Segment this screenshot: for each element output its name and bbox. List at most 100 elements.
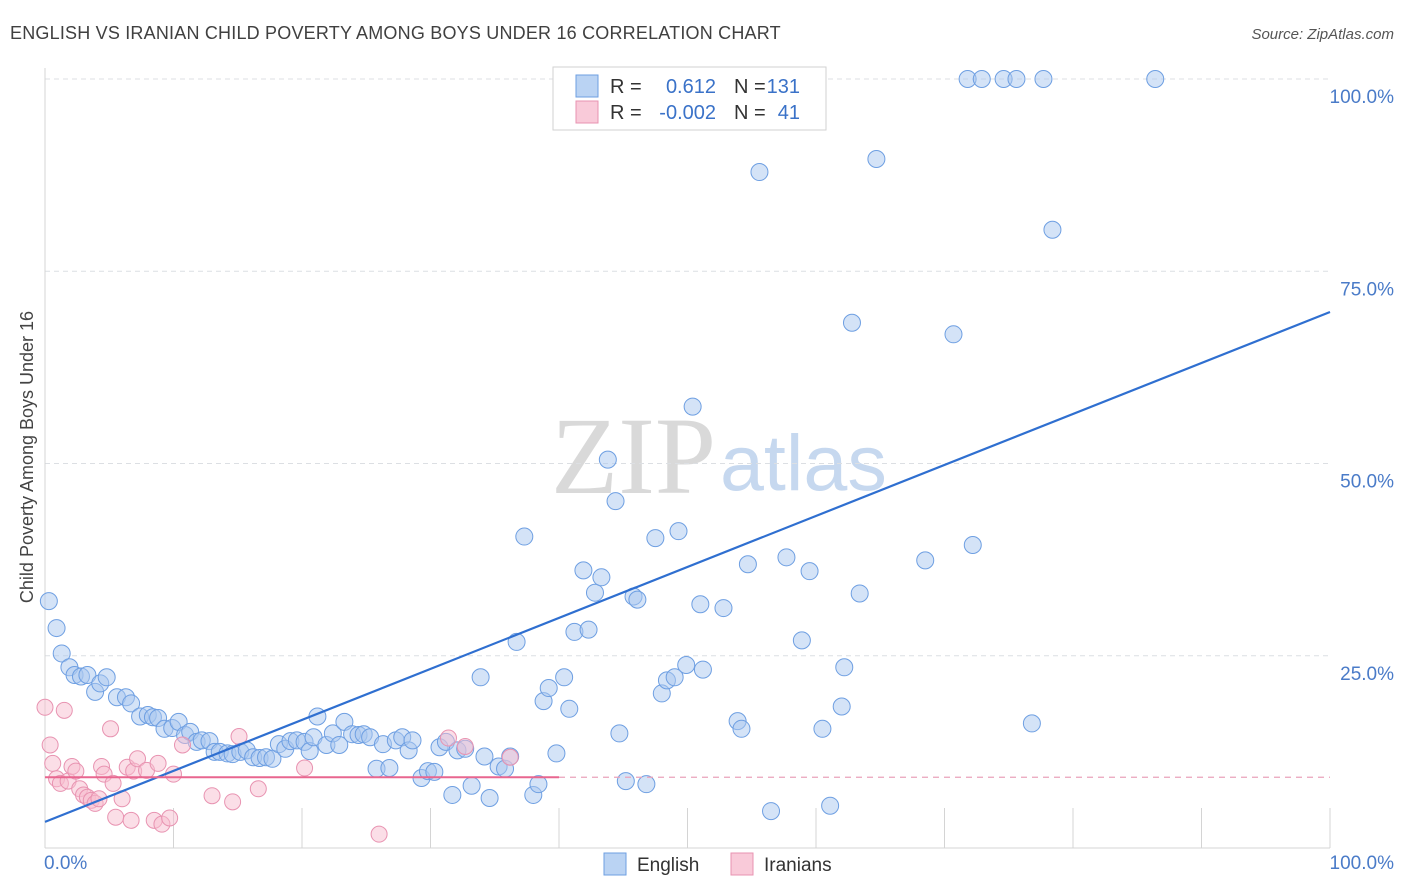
english-point — [850, 584, 869, 603]
english-r-label: R = — [610, 76, 642, 98]
watermark: ZIP atlas — [551, 395, 887, 517]
english-point — [867, 149, 886, 168]
english-point — [606, 492, 625, 511]
iranians-point — [249, 780, 267, 798]
english-point — [1146, 70, 1165, 88]
x-tick-label: 100.0% — [1330, 853, 1395, 874]
english-point — [628, 590, 647, 609]
stats-legend: R = 0.612 N = 131 R = -0.002 N = 41 — [552, 66, 827, 131]
english-point — [480, 789, 499, 808]
iranians-point — [102, 720, 120, 738]
english-point — [691, 595, 710, 614]
iranians-r-label: R = — [610, 102, 642, 124]
english-point — [944, 325, 963, 344]
english-points — [39, 70, 1165, 821]
english-point — [529, 775, 548, 794]
english-point — [616, 772, 635, 791]
english-point — [579, 620, 598, 639]
iranians-point — [501, 748, 519, 766]
iranians-point — [370, 825, 388, 843]
english-point — [330, 735, 349, 754]
y-tick-label: 75.0% — [1340, 279, 1394, 300]
english-point — [762, 802, 781, 821]
iranians-point — [173, 736, 191, 754]
watermark-zip: ZIP — [551, 395, 716, 517]
english-point — [97, 668, 116, 687]
english-n-value: 131 — [767, 76, 800, 98]
english-stats-swatch — [575, 74, 599, 98]
english-point — [646, 529, 665, 548]
english-point — [669, 522, 688, 541]
english-point — [750, 163, 769, 182]
iranians-n-label: N = — [734, 102, 766, 124]
iranians-point — [203, 787, 221, 805]
english-r-value: 0.612 — [666, 76, 716, 98]
iranians-point — [149, 754, 167, 772]
y-tick-label: 50.0% — [1340, 472, 1394, 493]
iranians-point — [224, 793, 242, 811]
english-trend-line — [44, 310, 1331, 823]
english-point — [677, 655, 696, 674]
english-point — [555, 668, 574, 687]
y-tick-labels: 100.0% 75.0% 50.0% 25.0% — [1330, 87, 1395, 685]
iranians-point — [161, 809, 179, 827]
iranians-n-value: 41 — [778, 102, 800, 124]
iranians-r-value: -0.002 — [659, 102, 716, 124]
gridlines — [45, 78, 1330, 657]
trend-lines — [44, 310, 1331, 823]
iranians-legend-label: Iranians — [764, 855, 832, 876]
iranians-point — [41, 736, 59, 754]
source-credit: Source: ZipAtlas.com — [1251, 26, 1394, 43]
english-point — [403, 731, 422, 750]
english-point — [592, 568, 611, 587]
english-point — [1022, 714, 1041, 733]
iranians-point — [439, 729, 457, 747]
iranians-point — [36, 698, 54, 716]
english-point — [693, 660, 712, 679]
english-point — [47, 619, 66, 638]
iranians-point — [104, 774, 122, 792]
english-point — [813, 719, 832, 738]
watermark-atlas: atlas — [720, 418, 887, 507]
english-legend-label: English — [637, 855, 699, 876]
iranians-stats-swatch — [575, 100, 599, 124]
english-point — [777, 548, 796, 567]
english-point — [471, 668, 490, 687]
english-point — [539, 679, 558, 698]
english-point — [380, 759, 399, 778]
iranians-point — [107, 808, 125, 826]
english-point — [78, 665, 97, 684]
series-legend: English Iranians — [603, 852, 832, 876]
iranians-point — [55, 701, 73, 719]
english-point — [738, 555, 757, 574]
english-point — [835, 658, 854, 677]
english-point — [1043, 220, 1062, 239]
english-point — [637, 775, 656, 794]
iranians-point — [296, 759, 314, 777]
iranians-point — [122, 811, 140, 829]
x-tick-labels: 0.0% 100.0% — [44, 853, 1394, 874]
english-point — [714, 599, 733, 618]
english-legend-swatch — [603, 852, 627, 876]
x-tick-label: 0.0% — [44, 853, 87, 874]
english-point — [52, 644, 71, 663]
y-tick-label: 100.0% — [1330, 87, 1395, 108]
english-point — [665, 668, 684, 687]
iranians-point — [129, 750, 147, 768]
english-point — [475, 747, 494, 766]
english-point — [832, 697, 851, 716]
english-point — [732, 719, 751, 738]
english-point — [560, 699, 579, 718]
english-point — [972, 70, 991, 88]
english-point — [574, 561, 593, 580]
y-axis-label: Child Poverty Among Boys Under 16 — [17, 311, 37, 603]
english-point — [547, 744, 566, 763]
english-point — [842, 313, 861, 332]
iranians-point — [44, 754, 62, 772]
y-tick-label: 25.0% — [1340, 664, 1394, 685]
english-point — [507, 632, 526, 651]
english-point — [585, 583, 604, 602]
english-point — [683, 397, 702, 416]
english-point — [610, 724, 629, 743]
english-point — [1034, 70, 1053, 88]
